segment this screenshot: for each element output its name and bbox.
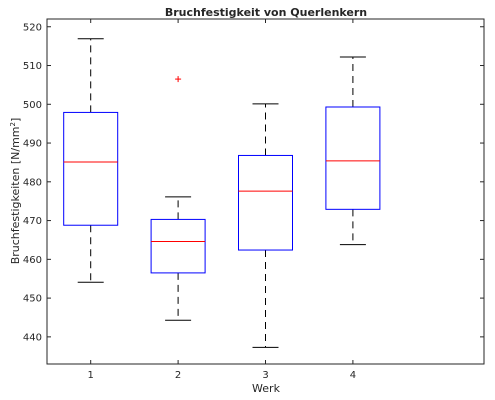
y-tick-label: 450 — [23, 294, 42, 305]
x-tick-label: 3 — [262, 370, 268, 381]
y-tick-label: 480 — [23, 177, 42, 188]
y-tick-label: 440 — [23, 332, 42, 343]
box-series — [63, 38, 381, 348]
y-axis-label-superscript: 2 — [9, 122, 17, 126]
x-tick-label: 1 — [88, 370, 94, 381]
x-tick-label: 2 — [175, 370, 181, 381]
box-body — [238, 154, 293, 251]
box-body — [150, 218, 206, 274]
x-axis-label: Werk — [252, 382, 281, 395]
y-tick-label: 490 — [23, 139, 42, 150]
box-body — [325, 106, 381, 210]
y-axis-label-text: Bruchfestigkeiten [N/mm — [9, 126, 22, 264]
y-axis-label: Bruchfestigkeiten [N/mm2] — [9, 118, 22, 265]
box-4 — [325, 56, 381, 246]
x-tick-label: 4 — [350, 370, 356, 381]
x-axis: 1 2 3 4 — [88, 19, 356, 381]
box-body — [63, 111, 119, 226]
y-tick-label: 500 — [23, 100, 42, 111]
chart-title: Bruchfestigkeit von Querlenkern — [165, 6, 367, 19]
box-3 — [238, 103, 293, 348]
y-tick-label: 460 — [23, 255, 42, 266]
y-tick-label: 520 — [23, 22, 42, 33]
y-tick-label: 470 — [23, 216, 42, 227]
box-1 — [63, 38, 119, 283]
outlier-marker — [175, 76, 182, 83]
y-axis: 440 450 460 470 480 490 500 510 520 — [23, 22, 484, 343]
y-tick-label: 510 — [23, 61, 42, 72]
box-2 — [150, 76, 206, 321]
y-axis-label-close: ] — [9, 118, 22, 122]
